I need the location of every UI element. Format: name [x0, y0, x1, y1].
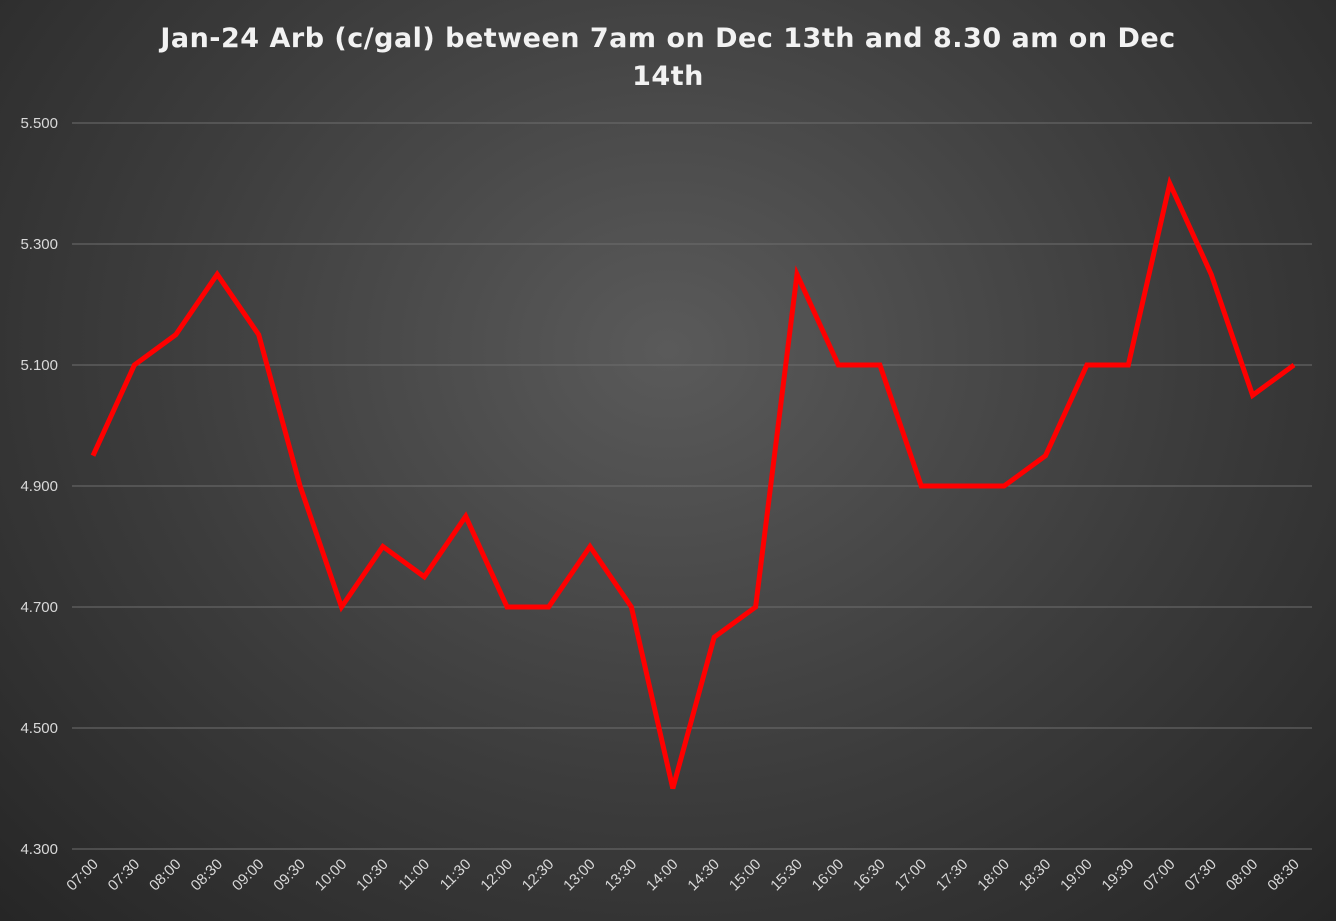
x-tick-label: 17:30 — [933, 856, 972, 895]
chart-title: Jan-24 Arb (c/gal) between 7am on Dec 13… — [0, 20, 1336, 96]
x-tick-label: 07:30 — [105, 856, 144, 895]
x-tick-label: 13:30 — [602, 856, 641, 895]
gridlines — [72, 122, 1312, 850]
y-tick-label: 4.700 — [20, 599, 58, 616]
y-tick-label: 5.100 — [20, 357, 58, 374]
x-tick-label: 18:00 — [974, 856, 1013, 895]
x-tick-label: 12:30 — [519, 856, 558, 895]
x-tick-label: 14:00 — [643, 856, 682, 895]
x-tick-label: 11:00 — [395, 856, 433, 894]
x-tick-label: 08:00 — [146, 856, 185, 895]
x-tick-label: 07:00 — [63, 856, 102, 895]
x-tick-label: 09:00 — [229, 856, 268, 895]
x-tick-label: 16:30 — [850, 856, 889, 895]
x-tick-label: 13:00 — [560, 856, 599, 895]
x-tick-label: 08:00 — [1223, 856, 1262, 895]
x-axis: 07:00 07:30 08:00 08:30 09:00 09:30 10:00 10:30… — [63, 856, 1303, 895]
x-tick-label: 15:30 — [767, 856, 806, 895]
x-tick-label: 16:00 — [809, 856, 848, 895]
x-tick-label: 15:00 — [726, 856, 765, 895]
y-axis: 4.300 4.500 4.700 4.900 5.100 5.300 5.500 — [20, 115, 58, 858]
y-tick-label: 4.300 — [20, 841, 58, 858]
y-tick-label: 4.900 — [20, 478, 58, 495]
y-tick-label: 5.500 — [20, 115, 58, 132]
series-layer — [90, 175, 1296, 790]
x-tick-label: 07:30 — [1181, 856, 1220, 895]
x-tick-label: 12:00 — [477, 856, 516, 895]
x-tick-label: 19:30 — [1099, 856, 1138, 895]
x-tick-label: 11:30 — [437, 856, 475, 894]
x-tick-label: 08:30 — [187, 856, 226, 895]
x-tick-label: 14:30 — [684, 856, 723, 895]
x-tick-label: 07:00 — [1140, 856, 1179, 895]
series-line — [90, 175, 1296, 790]
x-tick-label: 19:00 — [1057, 856, 1096, 895]
y-tick-label: 5.300 — [20, 236, 58, 253]
chart-title-line-1: Jan-24 Arb (c/gal) between 7am on Dec 13… — [160, 23, 1176, 54]
x-tick-label: 08:30 — [1264, 856, 1303, 895]
x-tick-label: 09:30 — [270, 856, 309, 895]
x-tick-label: 10:30 — [353, 856, 392, 895]
chart-title-line-2: 14th — [632, 61, 704, 92]
y-tick-label: 4.500 — [20, 720, 58, 737]
x-tick-label: 17:00 — [892, 856, 931, 895]
x-tick-label: 18:30 — [1016, 856, 1055, 895]
x-tick-label: 10:00 — [312, 856, 351, 895]
